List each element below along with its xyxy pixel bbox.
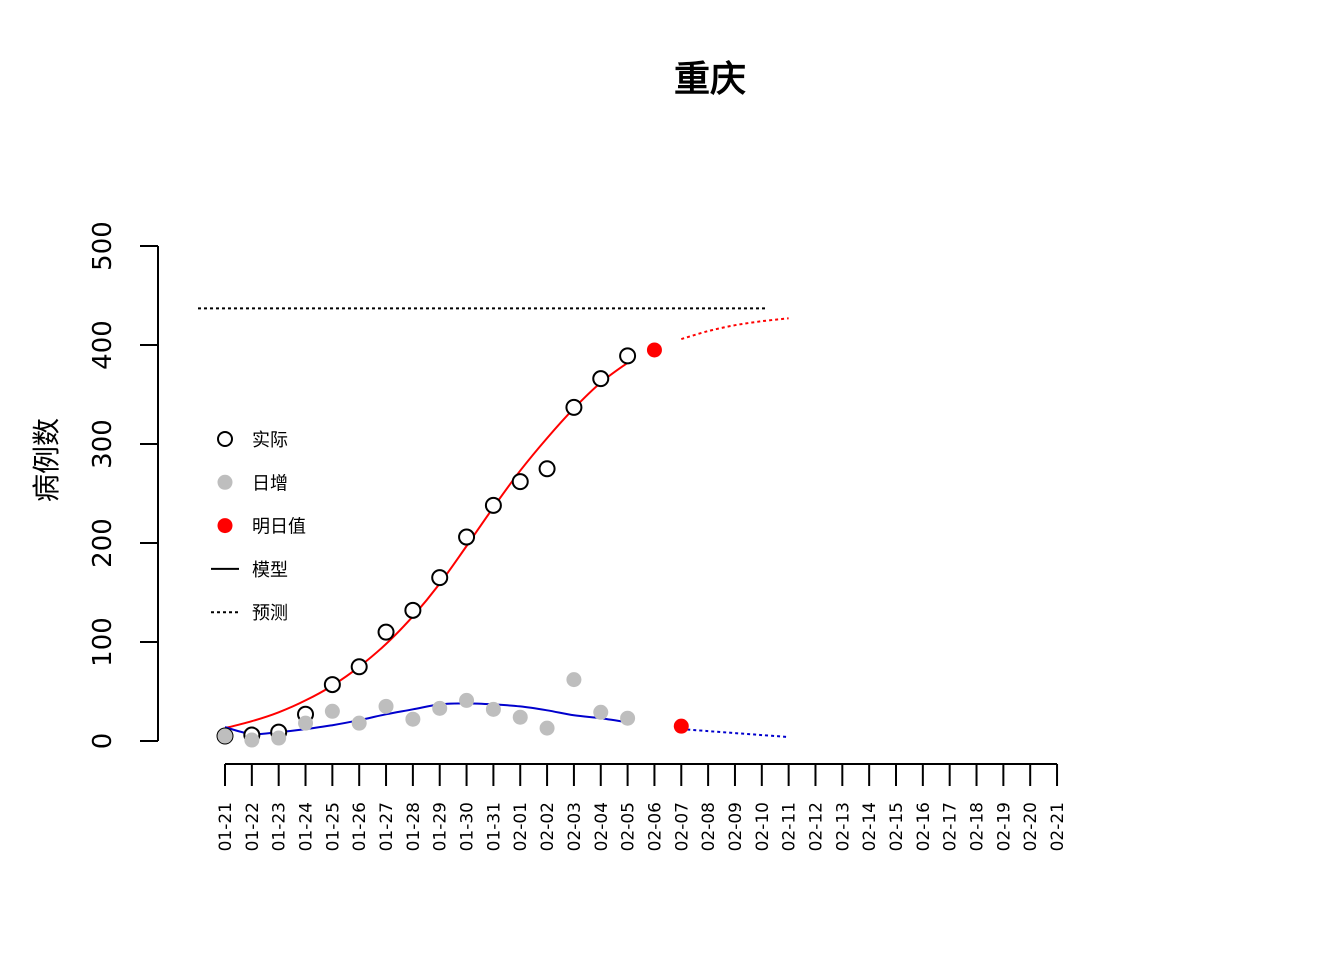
point-actual xyxy=(323,676,341,694)
x-tick-label: 02-04 xyxy=(592,802,612,851)
y-tick-label: 0 xyxy=(88,733,118,750)
point-next-day xyxy=(646,342,662,358)
x-tick-label: 02-03 xyxy=(565,802,585,851)
y-axis-label: 病例数 xyxy=(30,418,63,502)
x-tick-label: 02-14 xyxy=(860,802,880,851)
model-line xyxy=(224,361,629,730)
x-tick-label: 02-21 xyxy=(1048,802,1068,851)
point-actual xyxy=(538,460,556,478)
x-tick-label: 01-28 xyxy=(404,802,424,851)
x-tick-label: 02-10 xyxy=(753,802,773,851)
point-daily xyxy=(324,703,340,719)
x-tick-label: 01-22 xyxy=(243,802,263,851)
x-tick-label: 01-25 xyxy=(323,802,343,851)
legend-label: 明日值 xyxy=(252,517,306,538)
x-tick-label: 02-01 xyxy=(511,802,531,851)
x-tick-label: 02-08 xyxy=(699,802,719,851)
x-tick-label: 01-27 xyxy=(377,802,397,851)
legend-label: 预测 xyxy=(252,603,288,624)
x-tick-label: 02-02 xyxy=(538,802,558,851)
x-tick-label: 01-21 xyxy=(216,802,236,851)
legend-label: 模型 xyxy=(252,560,288,581)
x-tick-label: 02-20 xyxy=(1021,802,1041,851)
point-daily xyxy=(566,672,582,688)
data-points xyxy=(216,342,689,748)
legend-symbol-filled xyxy=(217,518,233,534)
point-actual xyxy=(431,569,449,587)
legend-label: 实际 xyxy=(252,430,288,451)
x-tick-label: 02-05 xyxy=(619,802,639,851)
point-actual xyxy=(458,528,476,546)
point-daily xyxy=(485,701,501,717)
y-tick-label: 100 xyxy=(88,617,118,667)
point-actual xyxy=(565,398,583,416)
point-daily xyxy=(459,692,475,708)
chart-title: 重庆 xyxy=(674,59,746,100)
forecast-line xyxy=(681,728,789,738)
point-actual xyxy=(350,658,368,676)
x-tick-label: 02-17 xyxy=(941,802,961,851)
y-tick-label: 300 xyxy=(88,419,118,469)
x-tick-label: 02-11 xyxy=(780,802,800,851)
x-tick-label: 01-31 xyxy=(484,802,504,851)
legend-label: 日增 xyxy=(252,473,288,494)
point-actual xyxy=(592,370,610,388)
y-tick-label: 200 xyxy=(88,518,118,568)
point-daily xyxy=(405,711,421,727)
x-tick-label: 02-07 xyxy=(672,802,692,851)
y-tick-label: 500 xyxy=(88,221,118,271)
x-tick-label: 01-24 xyxy=(297,802,317,851)
point-daily xyxy=(351,715,367,731)
x-tick-label: 02-15 xyxy=(887,802,907,851)
x-tick-label: 02-13 xyxy=(833,802,853,851)
point-actual xyxy=(404,601,422,619)
point-daily xyxy=(298,715,314,731)
point-actual xyxy=(484,496,502,514)
point-daily xyxy=(432,700,448,716)
x-tick-label: 02-09 xyxy=(726,802,746,851)
x-tick-label: 02-19 xyxy=(994,802,1014,851)
x-tick-label: 02-12 xyxy=(806,802,826,851)
x-tick-label: 01-29 xyxy=(431,802,451,851)
x-tick-label: 02-16 xyxy=(914,802,934,851)
point-daily xyxy=(539,720,555,736)
x-tick-label: 01-30 xyxy=(458,802,478,851)
x-tick-label: 01-23 xyxy=(270,802,290,851)
point-actual xyxy=(511,473,529,491)
point-daily xyxy=(217,728,233,744)
point-daily xyxy=(244,732,260,748)
x-tick-label: 02-06 xyxy=(645,802,665,851)
x-axis: 01-21 01-22 01-23 01-24 01-25 01-26 01-27 01-28… xyxy=(216,763,1068,851)
point-daily xyxy=(378,698,394,714)
forecast-line xyxy=(681,317,789,341)
model-lines xyxy=(224,317,789,738)
legend-symbol-actual xyxy=(217,431,233,447)
x-tick-label: 01-26 xyxy=(350,802,370,851)
point-actual xyxy=(377,623,395,641)
x-tick-label: 02-18 xyxy=(968,802,988,851)
point-daily xyxy=(271,730,287,746)
point-daily xyxy=(620,710,636,726)
legend-symbol-filled xyxy=(217,474,233,490)
point-next-day xyxy=(673,718,689,734)
point-actual xyxy=(619,347,637,365)
point-daily xyxy=(593,704,609,720)
point-daily xyxy=(512,709,528,725)
model-line xyxy=(224,702,628,736)
y-axis: 0 100 200 300 400 500 xyxy=(88,221,159,750)
y-tick-label: 400 xyxy=(88,320,118,370)
